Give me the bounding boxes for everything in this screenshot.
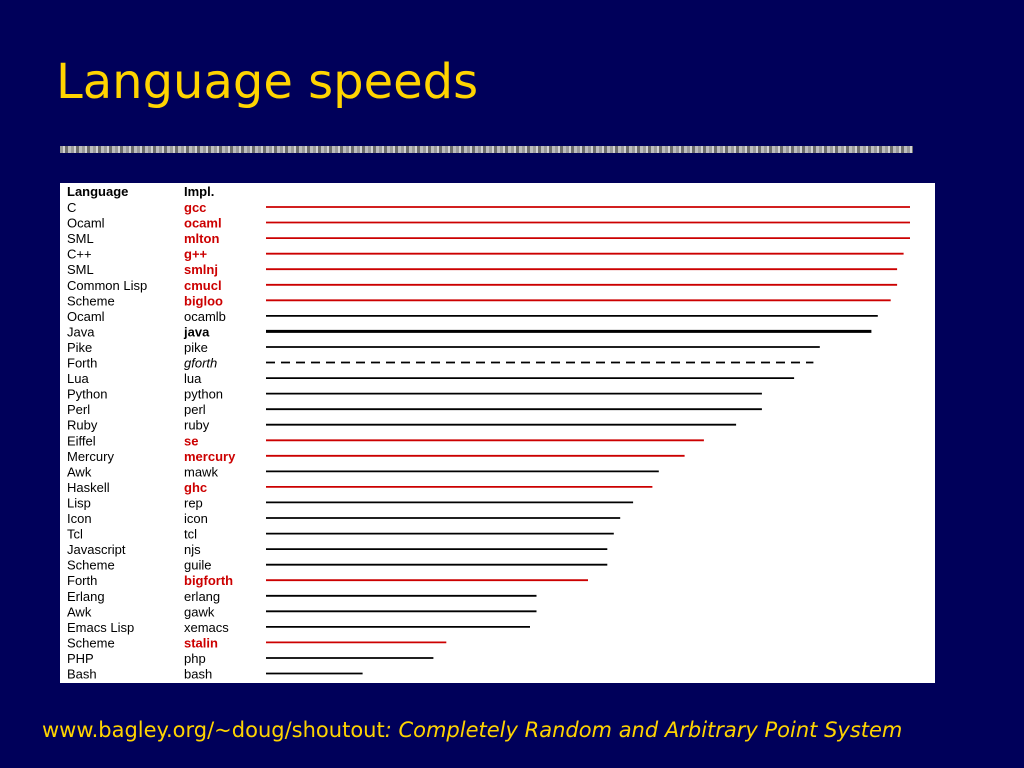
row-impl-label: g++ <box>184 247 208 262</box>
row-impl-label: gawk <box>184 604 215 619</box>
row-language-label: SML <box>67 262 94 277</box>
row-impl-label: xemacs <box>184 620 229 635</box>
row-impl-label: stalin <box>184 635 218 650</box>
row-impl-label: mercury <box>184 449 236 464</box>
row-impl-label: tcl <box>184 527 197 542</box>
title-divider <box>60 146 913 153</box>
row-language-label: PHP <box>67 651 94 666</box>
row-language-label: Tcl <box>67 527 83 542</box>
row-impl-label: bigloo <box>184 293 223 308</box>
row-language-label: Scheme <box>67 293 115 308</box>
row-language-label: C <box>67 200 76 215</box>
row-language-label: Ruby <box>67 418 98 433</box>
row-language-label: SML <box>67 231 94 246</box>
row-language-label: Forth <box>67 573 97 588</box>
row-language-label: Awk <box>67 464 92 479</box>
column-header-language: Language <box>67 184 128 199</box>
row-impl-label: icon <box>184 511 208 526</box>
footer-url[interactable]: www.bagley.org/~doug/shoutout <box>42 718 385 742</box>
row-language-label: Java <box>67 324 95 339</box>
column-header-impl: Impl. <box>184 184 214 199</box>
row-impl-label: mawk <box>184 464 218 479</box>
row-impl-label: erlang <box>184 589 220 604</box>
row-impl-label: ocamlb <box>184 309 226 324</box>
row-language-label: Forth <box>67 356 97 371</box>
row-language-label: Awk <box>67 604 92 619</box>
row-language-label: Scheme <box>67 558 115 573</box>
row-impl-label: pike <box>184 340 208 355</box>
row-language-label: Haskell <box>67 480 110 495</box>
row-language-label: Pike <box>67 340 92 355</box>
row-impl-label: ruby <box>184 418 210 433</box>
row-impl-label: gforth <box>184 356 217 371</box>
row-impl-label: java <box>183 324 210 339</box>
row-impl-label: perl <box>184 402 206 417</box>
row-impl-label: bigforth <box>184 573 233 588</box>
row-language-label: C++ <box>67 247 92 262</box>
row-language-label: Lisp <box>67 495 91 510</box>
row-impl-label: njs <box>184 542 201 557</box>
row-language-label: Icon <box>67 511 92 526</box>
row-impl-label: ocaml <box>184 216 222 231</box>
row-language-label: Eiffel <box>67 433 96 448</box>
slide-title: Language speeds <box>56 54 479 110</box>
row-language-label: Bash <box>67 667 97 682</box>
row-impl-label: se <box>184 433 198 448</box>
row-language-label: Javascript <box>67 542 126 557</box>
row-impl-label: lua <box>184 371 202 386</box>
row-language-label: Python <box>67 387 107 402</box>
row-language-label: Mercury <box>67 449 114 464</box>
footer: www.bagley.org/~doug/shoutout: Completel… <box>42 718 902 742</box>
row-impl-label: php <box>184 651 206 666</box>
row-impl-label: rep <box>184 495 203 510</box>
row-language-label: Perl <box>67 402 90 417</box>
row-language-label: Lua <box>67 371 89 386</box>
row-language-label: Ocaml <box>67 309 105 324</box>
row-impl-label: ghc <box>184 480 207 495</box>
row-impl-label: smlnj <box>184 262 218 277</box>
row-language-label: Ocaml <box>67 216 105 231</box>
row-impl-label: python <box>184 387 223 402</box>
row-impl-label: guile <box>184 558 211 573</box>
footer-subtitle: : Completely Random and Arbitrary Point … <box>384 718 903 742</box>
row-impl-label: cmucl <box>184 278 222 293</box>
row-impl-label: bash <box>184 667 212 682</box>
row-language-label: Common Lisp <box>67 278 147 293</box>
row-impl-label: gcc <box>184 200 206 215</box>
row-language-label: Erlang <box>67 589 105 604</box>
row-impl-label: mlton <box>184 231 219 246</box>
row-language-label: Emacs Lisp <box>67 620 134 635</box>
row-language-label: Scheme <box>67 635 115 650</box>
